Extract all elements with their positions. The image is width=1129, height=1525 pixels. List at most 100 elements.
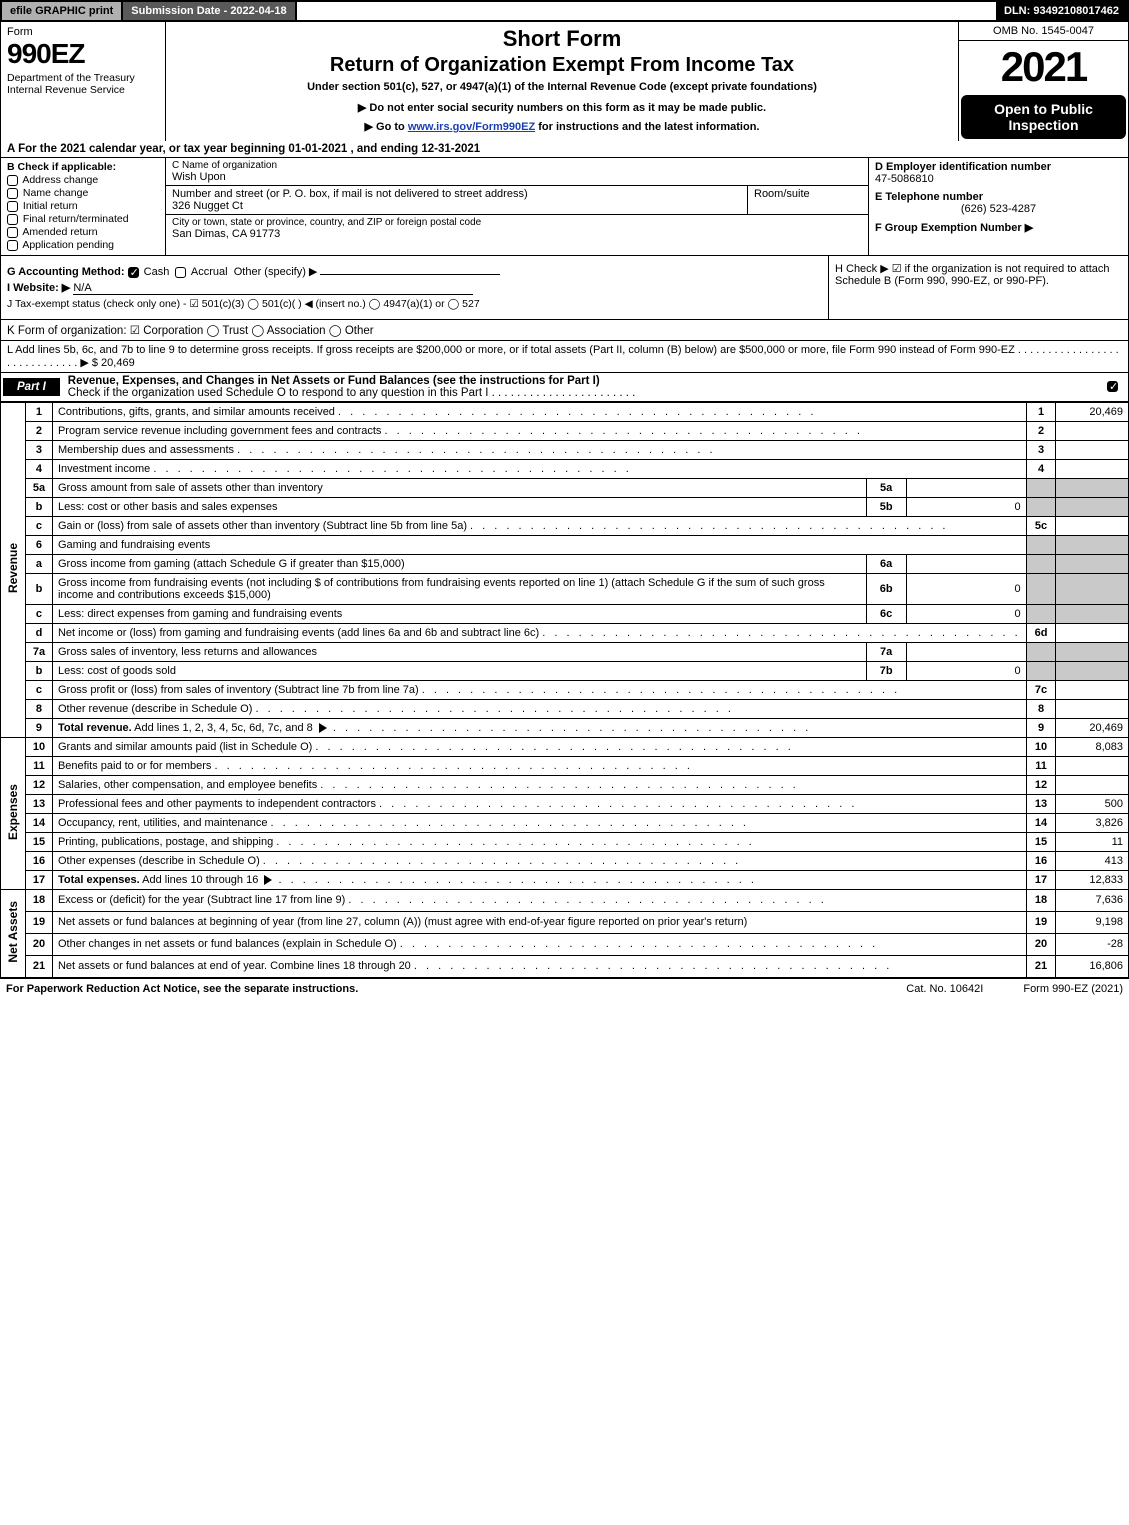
right-line-value: 3,826 [1056, 814, 1129, 833]
line-description: Membership dues and assessments [52, 441, 1026, 460]
website-value: N/A [73, 282, 473, 295]
line-number: b [26, 498, 53, 517]
accrual-checkbox[interactable] [175, 267, 186, 278]
line-number: 17 [26, 871, 53, 890]
right-num-grey [1026, 643, 1056, 662]
room-label: Room/suite [754, 188, 862, 200]
line-description: Program service revenue including govern… [52, 422, 1026, 441]
room-cell: Room/suite [748, 186, 868, 214]
right-num-grey [1026, 536, 1056, 555]
line-row: bGross income from fundraising events (n… [1, 574, 1129, 605]
line-description: Occupancy, rent, utilities, and maintena… [52, 814, 1026, 833]
checkbox[interactable] [7, 188, 18, 199]
open-public-badge: Open to Public Inspection [961, 95, 1126, 139]
right-line-number: 13 [1026, 795, 1056, 814]
short-form-title: Short Form [174, 26, 950, 52]
line-number: d [26, 624, 53, 643]
gi-left: G Accounting Method: Cash Accrual Other … [1, 256, 828, 319]
line-description: Other revenue (describe in Schedule O) [52, 700, 1026, 719]
line-number: 18 [26, 890, 53, 912]
line-row: 13Professional fees and other payments t… [1, 795, 1129, 814]
line-row: 5aGross amount from sale of assets other… [1, 479, 1129, 498]
right-line-number: 5c [1026, 517, 1056, 536]
line-row: 2Program service revenue including gover… [1, 422, 1129, 441]
line-description: Net income or (loss) from gaming and fun… [52, 624, 1026, 643]
checkbox[interactable] [7, 201, 18, 212]
return-title: Return of Organization Exempt From Incom… [174, 54, 950, 77]
right-val-grey [1056, 643, 1129, 662]
header-left: Form 990EZ Department of the Treasury In… [1, 22, 166, 141]
right-val-grey [1056, 662, 1129, 681]
right-val-grey [1056, 555, 1129, 574]
group-exemption-label: F Group Exemption Number ▶ [875, 221, 1122, 234]
line-k-form-organization: K Form of organization: ☑ Corporation ◯ … [0, 320, 1129, 341]
subline-label: 6a [866, 555, 906, 574]
line-g-accounting: G Accounting Method: Cash Accrual Other … [7, 265, 822, 278]
ein-label: D Employer identification number [875, 161, 1122, 173]
other-specify-input[interactable] [320, 274, 500, 275]
cash-checkbox[interactable] [128, 267, 139, 278]
row-g-h-i-j: G Accounting Method: Cash Accrual Other … [0, 256, 1129, 320]
box-b-header: B Check if applicable: [7, 161, 159, 173]
checkbox[interactable] [7, 214, 18, 225]
right-line-value: 413 [1056, 852, 1129, 871]
right-line-value: 20,469 [1056, 719, 1129, 738]
line-number: c [26, 517, 53, 536]
org-name-value: Wish Upon [172, 171, 862, 183]
g-label: G Accounting Method: [7, 266, 125, 278]
right-line-number: 11 [1026, 757, 1056, 776]
goto-pre: ▶ Go to [365, 121, 408, 133]
right-line-number: 20 [1026, 933, 1056, 955]
irs-link[interactable]: www.irs.gov/Form990EZ [408, 121, 535, 133]
line-row: aGross income from gaming (attach Schedu… [1, 555, 1129, 574]
checkbox[interactable] [7, 227, 18, 238]
checkbox[interactable] [7, 175, 18, 186]
line-row: 6Gaming and fundraising events [1, 536, 1129, 555]
section-label: Revenue [1, 403, 26, 738]
org-name-cell: C Name of organization Wish Upon [166, 158, 868, 186]
line-l-value: 20,469 [101, 357, 135, 369]
dln-label: DLN: 93492108017462 [996, 2, 1127, 20]
line-row: 21Net assets or fund balances at end of … [1, 955, 1129, 977]
line-description: Grants and similar amounts paid (list in… [52, 738, 1026, 757]
efile-print-button[interactable]: efile GRAPHIC print [2, 2, 123, 20]
line-description: Printing, publications, postage, and shi… [52, 833, 1026, 852]
right-line-value: 20,469 [1056, 403, 1129, 422]
line-row: Expenses10Grants and similar amounts pai… [1, 738, 1129, 757]
line-description: Less: direct expenses from gaming and fu… [52, 605, 866, 624]
checkbox[interactable] [7, 240, 18, 251]
line-number: 13 [26, 795, 53, 814]
subline-label: 6c [866, 605, 906, 624]
right-line-number: 9 [1026, 719, 1056, 738]
line-number: 9 [26, 719, 53, 738]
accrual-label: Accrual [191, 266, 228, 278]
city-label: City or town, state or province, country… [172, 217, 862, 228]
right-line-value: 9,198 [1056, 911, 1129, 933]
right-num-grey [1026, 605, 1056, 624]
box-b-check-applicable: B Check if applicable: Address change Na… [1, 158, 166, 255]
page-footer: For Paperwork Reduction Act Notice, see … [0, 978, 1129, 999]
line-number: a [26, 555, 53, 574]
subline-label: 6b [866, 574, 906, 605]
box-h: H Check ▶ ☑ if the organization is not r… [828, 256, 1128, 319]
submission-date-button[interactable]: Submission Date - 2022-04-18 [123, 2, 296, 20]
header-middle: Short Form Return of Organization Exempt… [166, 22, 958, 141]
line-description: Total expenses. Add lines 10 through 16 [52, 871, 1026, 890]
right-line-number: 2 [1026, 422, 1056, 441]
line-a-calendar-year: A For the 2021 calendar year, or tax yea… [0, 141, 1129, 158]
line-row: 15Printing, publications, postage, and s… [1, 833, 1129, 852]
right-line-value: 12,833 [1056, 871, 1129, 890]
footer-paperwork: For Paperwork Reduction Act Notice, see … [6, 983, 358, 995]
part-i-checkbox[interactable] [1107, 381, 1118, 392]
right-line-value [1056, 757, 1129, 776]
line-row: 11Benefits paid to or for members 11 [1, 757, 1129, 776]
tax-year: 2021 [959, 41, 1128, 93]
right-num-grey [1026, 555, 1056, 574]
right-line-value [1056, 422, 1129, 441]
line-row: bLess: cost or other basis and sales exp… [1, 498, 1129, 517]
right-line-value [1056, 624, 1129, 643]
part-i-check [1107, 381, 1128, 393]
right-line-value: 500 [1056, 795, 1129, 814]
line-number: c [26, 605, 53, 624]
box-b-item: Amended return [7, 226, 159, 238]
